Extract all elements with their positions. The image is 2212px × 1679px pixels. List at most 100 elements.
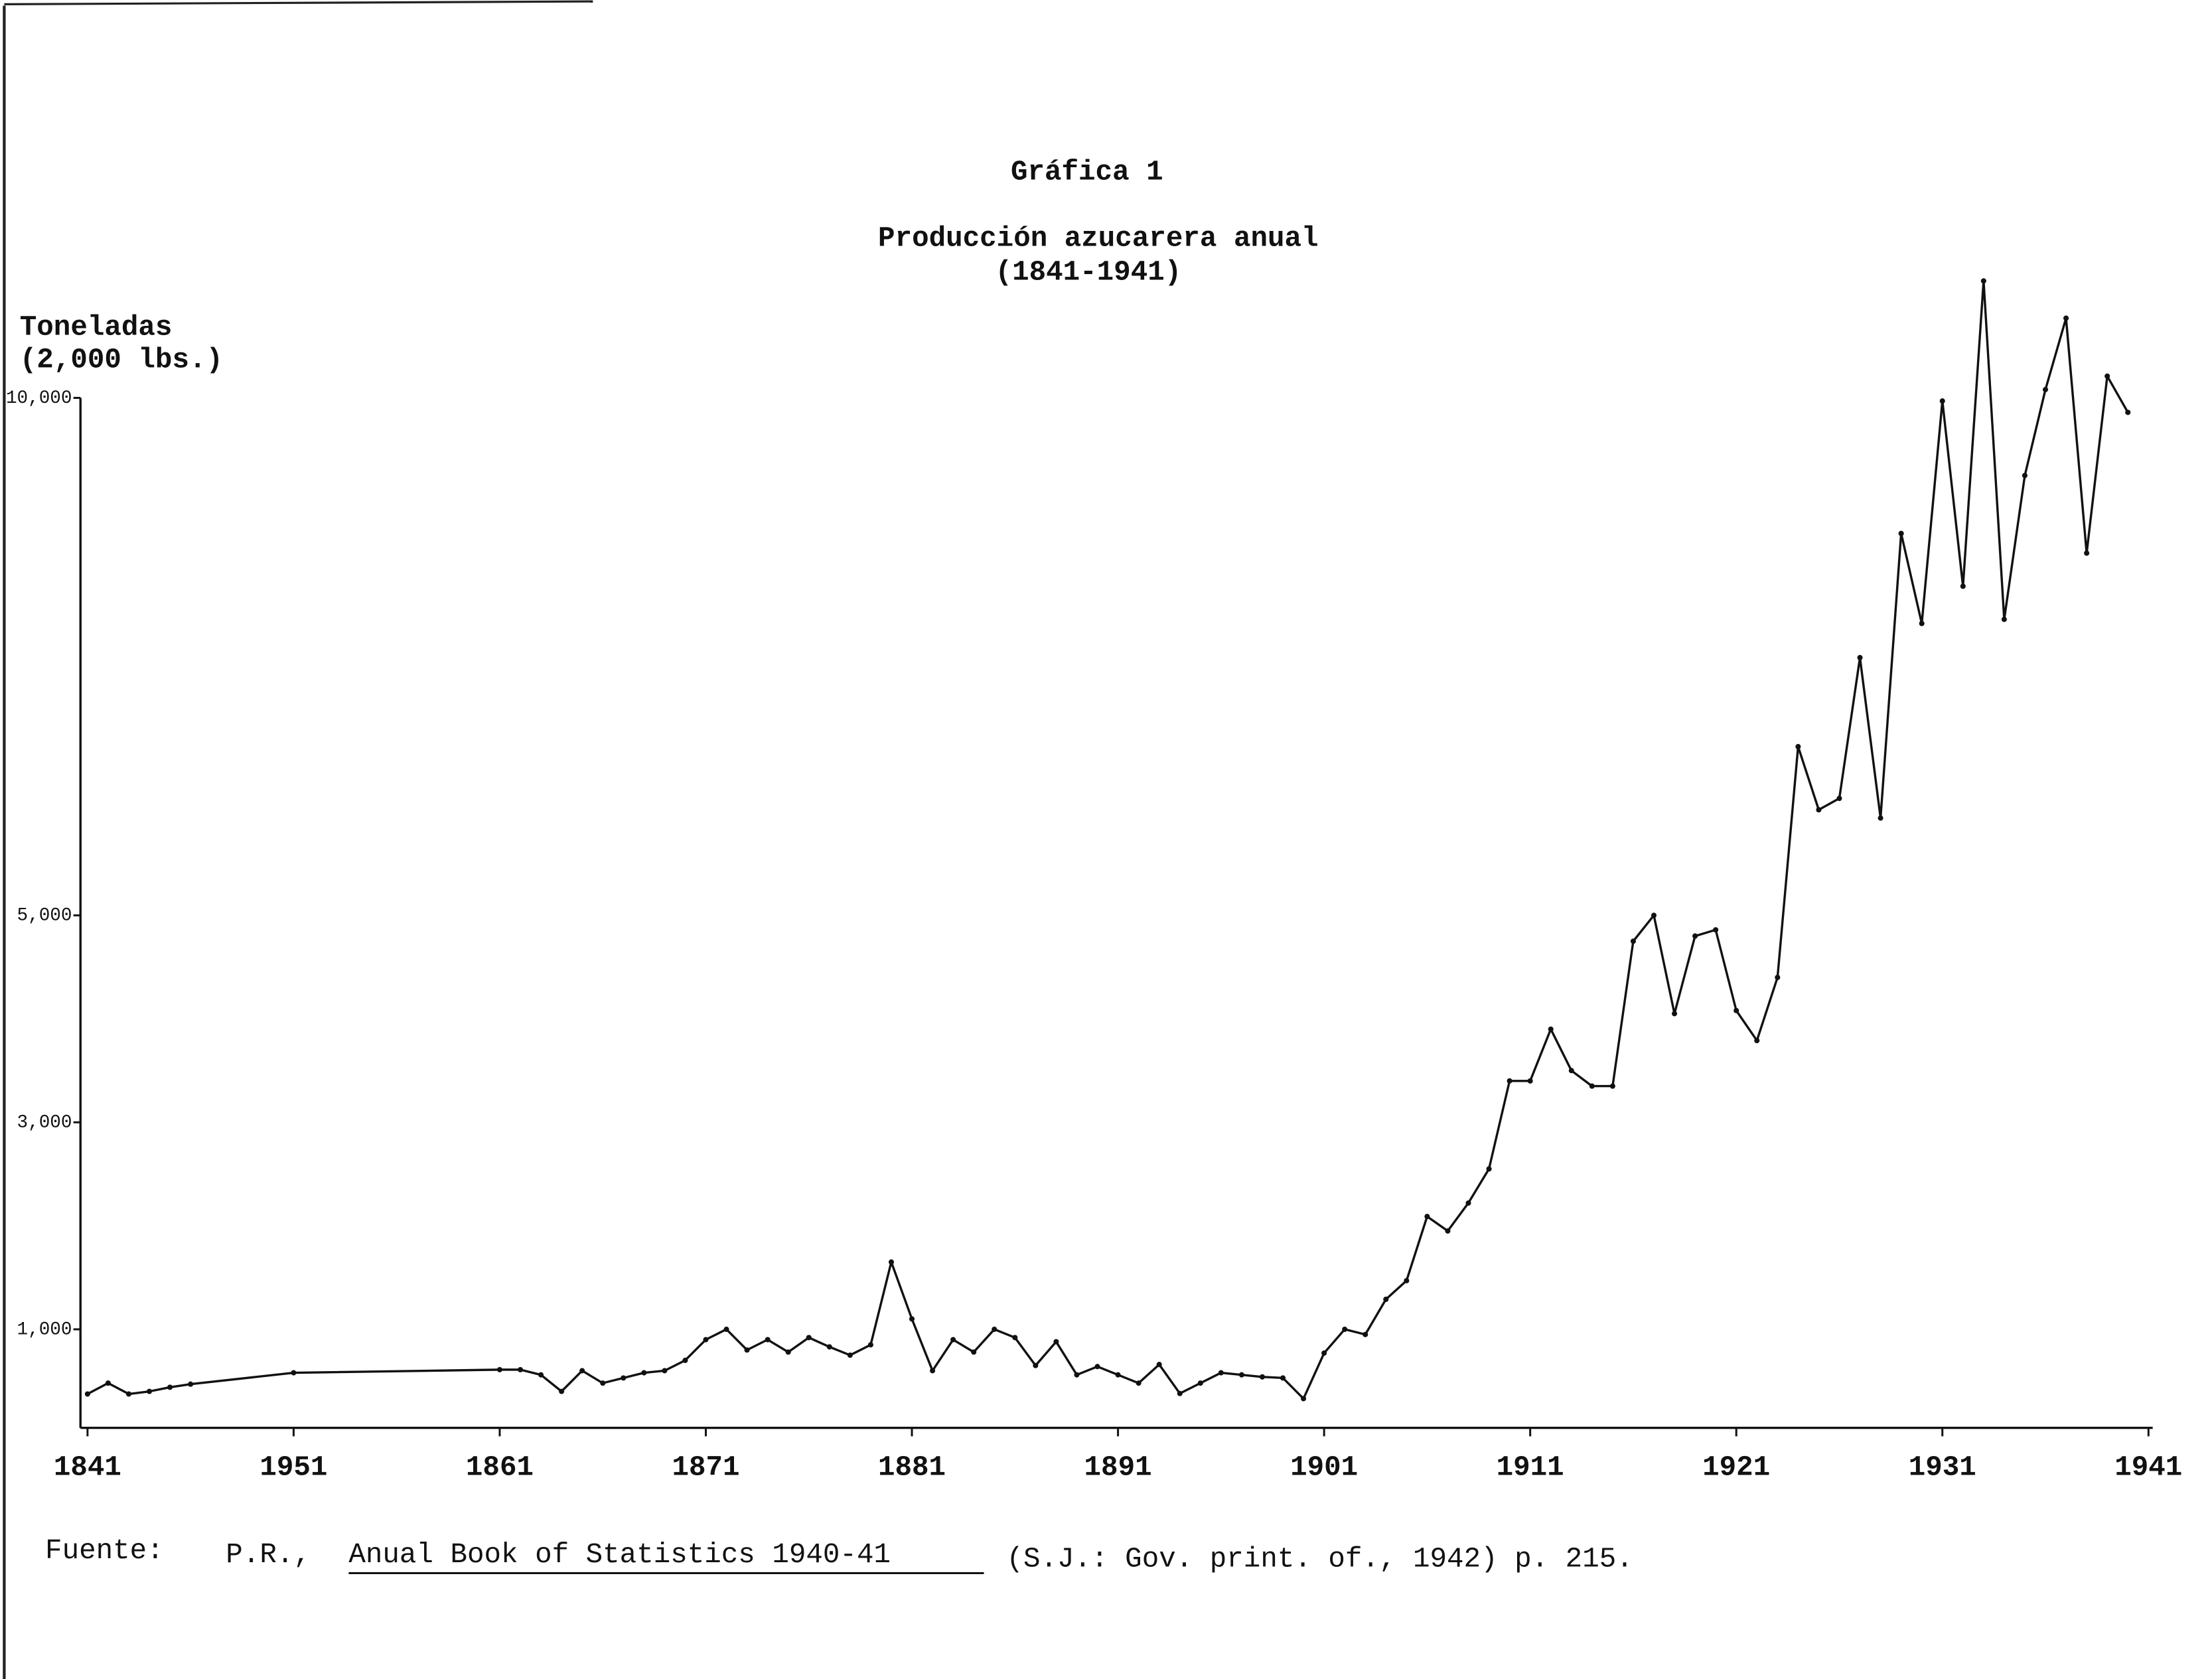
data-point: [188, 1381, 194, 1387]
data-point: [1919, 620, 1925, 626]
data-point: [1960, 583, 1966, 589]
data-point: [1589, 1083, 1595, 1089]
data-point: [1094, 1364, 1100, 1370]
data-point: [1713, 927, 1719, 933]
data-point: [1053, 1339, 1059, 1345]
x-tick-label: 1891: [1084, 1451, 1152, 1483]
x-tick-label: 1841: [54, 1451, 121, 1483]
data-point: [2022, 473, 2028, 478]
data-point: [1465, 1200, 1471, 1206]
data-point: [1136, 1380, 1142, 1386]
data-point: [867, 1342, 873, 1348]
y-tick-label: 10,000: [6, 388, 72, 409]
data-point: [1074, 1372, 1080, 1378]
data-point: [1218, 1370, 1224, 1376]
source-book: Anual Book of Statistics 1940-41: [348, 1539, 891, 1571]
x-tick-label: 1931: [1909, 1451, 1976, 1483]
data-point: [1980, 278, 1986, 284]
data-point: [785, 1349, 791, 1355]
data-point: [1404, 1278, 1410, 1283]
data-point: [950, 1337, 956, 1343]
data-point: [2125, 409, 2131, 415]
x-tick-label: 1911: [1497, 1451, 1564, 1483]
data-point: [1445, 1228, 1451, 1234]
x-tick-label: 1861: [466, 1451, 534, 1483]
chart-title: Gráfica 1: [1011, 157, 1163, 188]
data-point: [888, 1259, 895, 1265]
data-point: [1177, 1390, 1183, 1396]
data-point: [1630, 938, 1636, 944]
data-point: [1775, 974, 1781, 980]
data-point: [1033, 1362, 1039, 1368]
data-point: [2001, 617, 2007, 622]
data-point: [559, 1388, 565, 1394]
source-text: P.R.,: [226, 1539, 311, 1571]
data-point: [1836, 796, 1842, 802]
data-point: [146, 1388, 153, 1394]
source-text: (S.J.: Gov. print. of., 1942) p. 215.: [1007, 1544, 1633, 1575]
data-point: [1238, 1372, 1244, 1378]
data-point: [1939, 398, 1945, 404]
data-point: [1754, 1037, 1760, 1044]
data-point: [1486, 1166, 1492, 1172]
data-point: [662, 1368, 668, 1374]
data-point: [992, 1327, 997, 1333]
data-point: [1651, 913, 1657, 918]
x-tick-label: 1951: [259, 1451, 327, 1483]
data-point: [930, 1368, 936, 1374]
x-tick-label: 1941: [2114, 1451, 2182, 1483]
data-point: [765, 1337, 771, 1343]
data-point: [1424, 1214, 1430, 1220]
data-point: [1383, 1296, 1389, 1302]
data-point: [971, 1349, 977, 1355]
x-tick-label: 1871: [672, 1451, 739, 1483]
data-point: [1795, 744, 1801, 750]
data-point: [600, 1380, 606, 1386]
data-point: [1898, 530, 1904, 536]
data-point: [621, 1375, 627, 1381]
data-point: [1568, 1068, 1574, 1074]
y-tick-label: 5,000: [17, 906, 72, 926]
data-point: [1692, 933, 1698, 939]
data-point: [2084, 550, 2090, 556]
data-point: [1012, 1335, 1018, 1341]
chart-subtitle: (1841-1941): [995, 257, 1182, 289]
data-point: [1259, 1374, 1265, 1380]
data-point: [1816, 807, 1822, 813]
source-label: Fuente:: [45, 1535, 164, 1567]
data-point: [167, 1384, 173, 1390]
data-point: [847, 1352, 853, 1358]
data-point: [1115, 1372, 1121, 1378]
y-tick-label: 3,000: [17, 1112, 72, 1133]
y-axis-label: (2,000 lbs.): [20, 344, 223, 376]
data-point: [1733, 1007, 1739, 1013]
data-point: [1507, 1078, 1512, 1084]
scan-border: [4, 0, 593, 5]
data-point: [1609, 1083, 1615, 1089]
data-point: [1301, 1396, 1307, 1402]
data-point: [682, 1357, 688, 1363]
data-point: [517, 1366, 524, 1372]
data-point: [703, 1337, 709, 1343]
data-point: [1156, 1362, 1162, 1368]
data-point: [84, 1391, 90, 1397]
data-point: [1527, 1078, 1533, 1084]
data-point: [2063, 315, 2069, 321]
data-point: [496, 1366, 502, 1372]
data-point: [2042, 387, 2049, 393]
data-point: [538, 1372, 544, 1378]
data-point: [744, 1347, 750, 1353]
data-point: [1878, 815, 1883, 821]
data-point: [1671, 1011, 1678, 1017]
y-tick-label: 1,000: [17, 1319, 72, 1340]
data-point: [1280, 1375, 1286, 1381]
data-point: [105, 1380, 111, 1386]
chart-subtitle: Producción azucarera anual: [878, 223, 1319, 255]
data-point: [1363, 1331, 1368, 1337]
data-point: [909, 1316, 915, 1322]
data-point: [826, 1344, 832, 1350]
data-point: [723, 1327, 729, 1333]
